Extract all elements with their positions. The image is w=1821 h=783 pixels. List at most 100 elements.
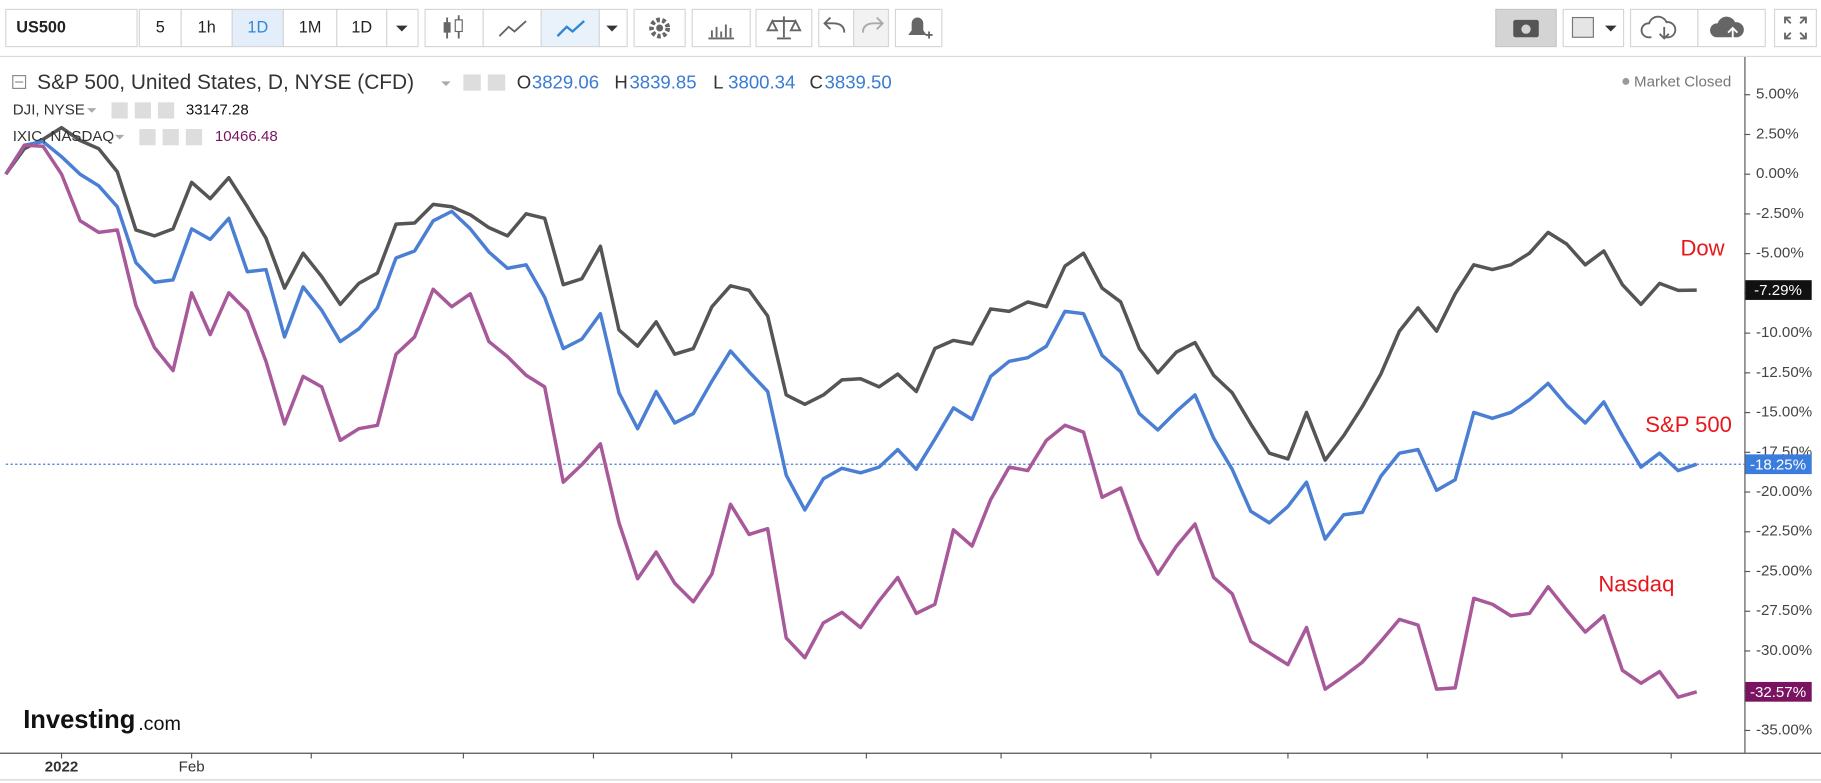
symbol-input[interactable] [5,8,138,48]
fullscreen-icon [1784,16,1807,40]
series-label: S&P 500 [1645,412,1732,437]
eye-icon[interactable] [139,129,156,146]
ohlc-key: H [614,72,627,93]
y-tick-label: -5.00% [1756,245,1804,262]
interval-label[interactable]: 1D [247,18,268,36]
ohlc-key: O [517,72,531,93]
interval-label[interactable]: 1h [198,18,216,36]
main-symbol: S&P 500, United States, D, NYSE (CFD) [37,71,414,94]
interval-button[interactable] [231,8,284,48]
interval-button[interactable] [138,8,182,48]
settings-icon[interactable] [134,102,151,119]
y-tick-label: -10.00% [1756,324,1812,341]
compare-icon [556,20,585,37]
candles-icon [454,19,463,33]
redo-icon [861,16,884,33]
candles-icon [443,22,451,33]
interval-label[interactable]: 5 [156,18,165,36]
ohlc-key: L [713,72,723,93]
y-tick-label: -35.00% [1756,721,1812,738]
dropdown-arrow [87,108,97,113]
dropdown-arrow [396,25,408,32]
indicators-button[interactable] [691,8,751,48]
remove-icon[interactable] [185,129,203,146]
value-badge [1745,454,1812,475]
settings-icon[interactable] [162,129,179,146]
y-tick-label: 5.00% [1756,86,1799,103]
y-tick-label: -2.50% [1756,205,1804,222]
color-swatch [1571,16,1594,38]
interval-button[interactable] [336,8,388,48]
series-symbol: DJI, NYSE [13,101,85,118]
y-tick-label: 0.00% [1756,165,1799,182]
interval-group: 5 1h 1D 1M 1D [138,8,388,48]
alert-icon [925,31,933,39]
ohlc-key: C [809,72,822,93]
compare-button[interactable] [540,8,600,48]
scale-icon [766,16,802,40]
upload-icon [1710,16,1744,38]
series-symbol: IXIC, NASDAQ [13,128,114,145]
interval-button[interactable] [180,8,233,48]
series-last: 10466.48 [215,128,278,145]
y-tick-label: -27.50% [1756,602,1812,619]
market-status: Market Closed [1634,74,1731,91]
fullscreen-button[interactable] [1773,8,1817,48]
eye-icon[interactable] [111,102,128,119]
x-tick-label: 2022 [45,759,79,776]
y-tick-label: 2.50% [1756,125,1799,142]
y-tick-label: -25.00% [1756,562,1812,579]
ohlc-value: 3839.85 [629,72,696,93]
value-badge [1745,280,1812,300]
eye-icon[interactable] [463,74,481,91]
series-line [4,143,1698,699]
remove-icon[interactable] [157,102,175,119]
dropdown-arrow [441,81,451,87]
value-badge [1745,681,1812,702]
value-badge-label: -32.57% [1750,684,1806,701]
series-last: 33147.28 [186,101,249,118]
y-tick-label: -15.00% [1756,404,1812,421]
interval-label[interactable]: 1D [351,18,372,36]
series-line [4,139,1698,541]
plot-area: 5.00%2.50%0.00%-2.50%-5.00%-7.50%-10.00%… [4,86,1812,776]
dropdown-arrow [1604,25,1617,32]
alert-icon [908,17,927,35]
upload-icon [1727,26,1739,40]
status-dot [1622,77,1630,85]
indicators-icon [708,24,734,40]
gear-icon [649,17,671,39]
gear-icon [656,24,664,32]
ohlc-value: 3839.50 [825,72,892,93]
value-badge-label: -18.25% [1750,456,1806,473]
y-tick-label: -30.00% [1756,642,1812,659]
line-icon [498,20,527,37]
month-ticks [310,752,1672,759]
ohlc-values: O 3829.06 H 3839.85 L 3800.34 C 3839.50 [517,72,892,93]
ohlc-value: 3829.06 [532,72,599,93]
ohlc-value: 3800.34 [728,72,795,93]
camera-icon [1521,24,1531,34]
series-label: Nasdaq [1598,571,1674,596]
symbol-text[interactable]: US500 [16,18,66,36]
settings-icon[interactable] [487,74,506,91]
dropdown-arrow [606,25,618,32]
brand-suffix: .com [138,713,181,735]
y-tick-label: -22.50% [1756,523,1812,540]
interval-label[interactable]: 1M [299,18,322,36]
candles-button[interactable] [424,8,484,48]
value-badge-label: -7.29% [1754,282,1802,299]
series-label: Dow [1680,236,1724,261]
y-tick-label: -12.50% [1756,364,1812,381]
undo-button[interactable] [818,8,855,48]
undo-icon [823,16,846,33]
series-line [4,125,1697,462]
line-button[interactable] [482,8,542,48]
x-tick-label: Feb [179,759,205,776]
redo-button[interactable] [853,8,890,48]
brand-logo: Investing [23,706,135,734]
download-icon [1640,15,1677,40]
dropdown-arrow [114,134,125,140]
y-tick-label: -20.00% [1756,483,1812,500]
